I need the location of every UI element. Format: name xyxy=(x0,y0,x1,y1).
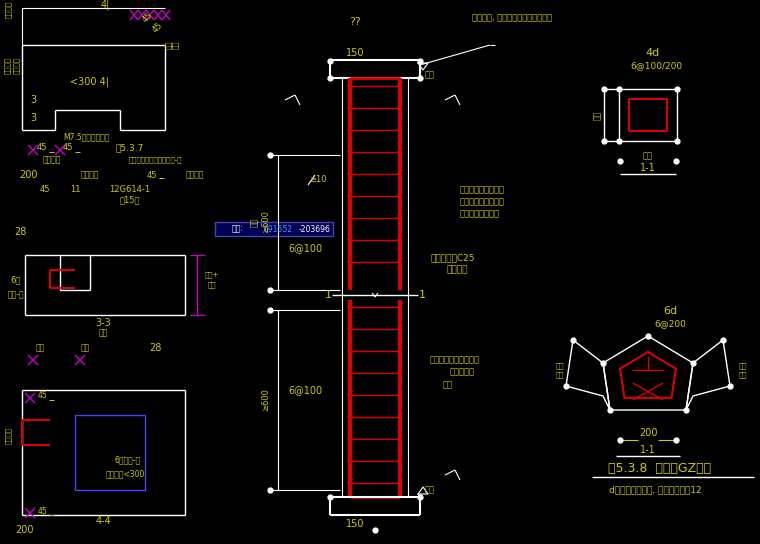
Text: 竖向筋线: 竖向筋线 xyxy=(4,57,11,73)
Text: 叠合: 叠合 xyxy=(556,363,564,369)
Text: 线槽宽度: 线槽宽度 xyxy=(81,170,100,180)
Text: 6d: 6d xyxy=(663,306,677,316)
Text: 4|: 4| xyxy=(100,0,109,10)
Text: 6@200: 6@200 xyxy=(654,319,686,329)
Text: ≥10: ≥10 xyxy=(309,176,327,184)
Text: （后浇）: （后浇） xyxy=(446,265,467,275)
Text: 墙厚: 墙厚 xyxy=(643,151,653,160)
Text: ??: ?? xyxy=(349,17,361,27)
Text: 150: 150 xyxy=(346,519,364,529)
Text: 12G614-1: 12G614-1 xyxy=(109,186,150,195)
Text: 线槽宽度: 线槽宽度 xyxy=(5,426,11,443)
Text: 3: 3 xyxy=(30,113,36,123)
Text: 马牙槎见: 马牙槎见 xyxy=(185,170,204,180)
Text: 叠合: 叠合 xyxy=(739,363,747,369)
Text: 3-3: 3-3 xyxy=(95,318,111,328)
Text: 6每: 6每 xyxy=(11,275,21,285)
Text: 墙厚: 墙厚 xyxy=(593,110,601,120)
Text: 4d: 4d xyxy=(646,48,660,58)
Text: 水平筋线: 水平筋线 xyxy=(5,2,11,18)
Text: 3: 3 xyxy=(30,95,36,105)
Text: 槽深: 槽深 xyxy=(81,343,90,353)
Text: 造柱时，留设孔眼，: 造柱时，留设孔眼， xyxy=(460,197,505,207)
Text: 4-4: 4-4 xyxy=(95,516,111,526)
Text: 28: 28 xyxy=(149,343,161,353)
Text: 691552: 691552 xyxy=(264,225,293,233)
Text: ≥600: ≥600 xyxy=(261,388,271,411)
Text: 11: 11 xyxy=(70,186,81,195)
Text: 平板: 平板 xyxy=(739,372,747,378)
Text: 45: 45 xyxy=(147,170,157,180)
Text: 装修: 装修 xyxy=(165,41,171,50)
Text: 200: 200 xyxy=(19,170,37,180)
Text: 平板: 平板 xyxy=(556,372,564,378)
Text: 200: 200 xyxy=(638,428,657,438)
Text: M7.5水泥砂浆坐缝: M7.5水泥砂浆坐缝 xyxy=(64,133,110,141)
Bar xyxy=(75,415,145,490)
Text: 梁面: 梁面 xyxy=(443,380,453,390)
Text: 45: 45 xyxy=(37,506,47,516)
Text: d详有关结构详图, 未注明时均为12: d详有关结构详图, 未注明时均为12 xyxy=(609,485,701,494)
Text: 6@100: 6@100 xyxy=(288,385,322,395)
Text: 竖向筋线: 竖向筋线 xyxy=(13,57,19,73)
Text: 200: 200 xyxy=(14,525,33,535)
Text: 墙厚: 墙厚 xyxy=(98,329,108,337)
Text: 150: 150 xyxy=(346,48,364,58)
Text: 1: 1 xyxy=(419,290,426,300)
Text: 45: 45 xyxy=(151,21,165,35)
Text: ≥600: ≥600 xyxy=(261,211,271,233)
Text: 1-1: 1-1 xyxy=(640,445,656,455)
Text: 灰缝用若素板填实: 灰缝用若素板填实 xyxy=(460,209,500,219)
Text: 构造柱纵筋: 构造柱纵筋 xyxy=(449,368,474,376)
Text: 混凝土采用C25: 混凝土采用C25 xyxy=(431,254,475,263)
Text: 6@100: 6@100 xyxy=(288,243,322,253)
Text: 45: 45 xyxy=(63,144,73,152)
Text: 砖墙-根: 砖墙-根 xyxy=(8,290,24,300)
Text: 45: 45 xyxy=(40,186,50,195)
Bar xyxy=(215,222,333,236)
Text: 层厚: 层厚 xyxy=(172,41,179,50)
Text: 线槽宽度: 线槽宽度 xyxy=(43,156,62,164)
Text: 命令:: 命令: xyxy=(231,225,243,233)
Text: 构15页: 构15页 xyxy=(120,195,141,205)
Text: 梁面: 梁面 xyxy=(425,71,435,79)
Text: 预留插筋, 根数、直径同构造柱纵筋: 预留插筋, 根数、直径同构造柱纵筋 xyxy=(472,14,552,22)
Text: 箍筋: 箍筋 xyxy=(249,218,258,227)
Text: 45: 45 xyxy=(37,392,47,400)
Text: 1-1: 1-1 xyxy=(640,163,656,173)
Text: 45: 45 xyxy=(141,11,155,25)
Text: -203696: -203696 xyxy=(299,225,331,233)
Text: 开槽后深度不大于墙厚的-半: 开槽后深度不大于墙厚的-半 xyxy=(128,157,182,163)
Text: 梁面: 梁面 xyxy=(425,485,435,494)
Text: 6@100/200: 6@100/200 xyxy=(630,61,682,71)
Text: 45: 45 xyxy=(36,144,47,152)
Text: 1: 1 xyxy=(325,290,331,300)
Text: 墙厚+: 墙厚+ xyxy=(204,271,219,279)
Text: 图5.3.8  构造柱GZ做法: 图5.3.8 构造柱GZ做法 xyxy=(609,461,711,474)
Text: 当为非承重墙体的构: 当为非承重墙体的构 xyxy=(460,186,505,195)
Text: 28: 28 xyxy=(14,227,26,237)
Text: 开槽长度<300: 开槽长度<300 xyxy=(106,469,144,479)
Text: 6每砖墙-根: 6每砖墙-根 xyxy=(115,455,141,465)
Text: 图5.3.7: 图5.3.7 xyxy=(116,144,144,152)
Text: 槽深: 槽深 xyxy=(36,343,45,353)
Text: 预留插筋直径与根数同: 预留插筋直径与根数同 xyxy=(430,355,480,364)
Text: 外加: 外加 xyxy=(207,282,217,288)
Text: <300 4|: <300 4| xyxy=(71,77,109,87)
